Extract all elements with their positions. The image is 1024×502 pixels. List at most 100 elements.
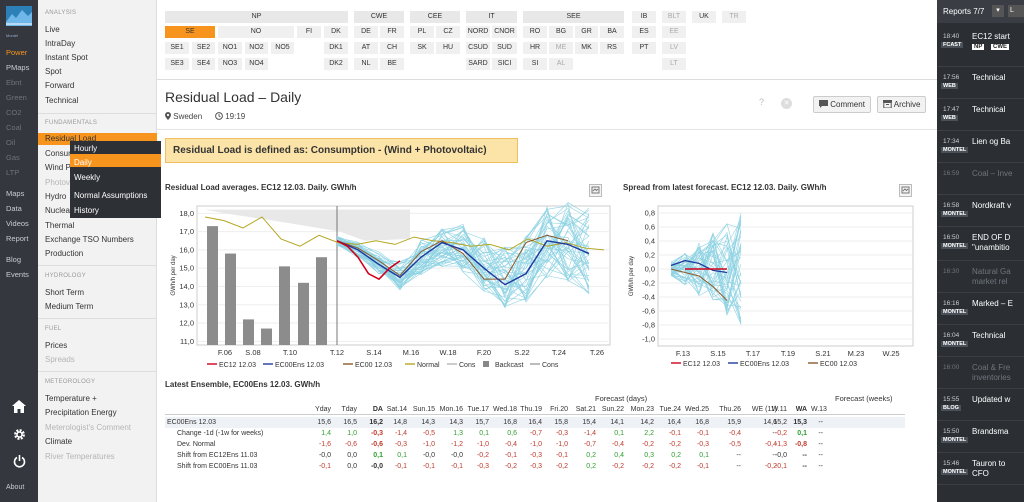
rail-item-videos[interactable]: Videos: [6, 219, 29, 228]
nav-item-meteorologist-comment[interactable]: Meterologist's Comment: [45, 423, 131, 432]
news-item[interactable]: 16:59 Coal – Inve: [937, 163, 1024, 195]
nav-item-forward[interactable]: Forward: [45, 81, 75, 90]
region-ch[interactable]: CH: [380, 42, 404, 54]
region-se2[interactable]: SE2: [192, 42, 215, 54]
region-ba[interactable]: BA: [600, 26, 624, 38]
region-nl[interactable]: NL: [354, 58, 378, 70]
region-csud[interactable]: CSUD: [466, 42, 490, 54]
nav-item-river-temperatures[interactable]: River Temperatures: [45, 452, 115, 461]
region-cnor[interactable]: CNOR: [492, 26, 517, 38]
region-be[interactable]: BE: [380, 58, 404, 70]
rail-item-green[interactable]: Green: [6, 93, 27, 102]
region-pl[interactable]: PL: [410, 26, 434, 38]
rail-item-ltp[interactable]: LTP: [6, 168, 20, 177]
region-fi[interactable]: FI: [297, 26, 321, 38]
region-group-cwe[interactable]: CWE: [354, 11, 404, 23]
region-at[interactable]: AT: [354, 42, 378, 54]
region-no1[interactable]: NO1: [218, 42, 242, 54]
submenu-item-normal-assumptions[interactable]: Normal Assumptions: [74, 191, 148, 200]
rail-item-power[interactable]: Power: [6, 48, 28, 57]
region-sici[interactable]: SICI: [492, 58, 517, 70]
submenu-item-weekly[interactable]: Weekly: [74, 173, 101, 182]
region-no2[interactable]: NO2: [245, 42, 268, 54]
region-no5[interactable]: NO5: [271, 42, 294, 54]
news-item[interactable]: 15:55 BLOG Updated w: [937, 389, 1024, 421]
rail-item-events[interactable]: Events: [6, 270, 29, 279]
nav-item-thermal[interactable]: Thermal: [45, 221, 75, 230]
nav-item-consumption[interactable]: Consumption: [45, 149, 93, 158]
region-se4[interactable]: SE4: [192, 58, 215, 70]
nav-item-instant-spot[interactable]: Instant Spot: [45, 53, 88, 62]
region-es[interactable]: ES: [632, 26, 656, 38]
rail-item-blog[interactable]: Blog: [6, 255, 22, 264]
submenu-item-daily[interactable]: Daily: [74, 158, 92, 167]
region-tr[interactable]: TR: [722, 11, 746, 23]
nav-item-photovoltaic[interactable]: Photovoltaic: [45, 178, 89, 187]
region-mk[interactable]: MK: [575, 42, 598, 54]
nav-item-short-term[interactable]: Short Term: [45, 288, 84, 297]
region-no4[interactable]: NO4: [245, 58, 268, 70]
region-se3[interactable]: SE3: [165, 58, 189, 70]
submenu-item-history[interactable]: History: [74, 206, 99, 215]
nav-item-exchange-tso[interactable]: Exchange TSO Numbers: [45, 235, 134, 244]
region-sard[interactable]: SARD: [466, 58, 490, 70]
region-lv[interactable]: LV: [662, 42, 686, 54]
nav-item-technical[interactable]: Technical: [45, 96, 79, 105]
region-lt[interactable]: LT: [662, 58, 686, 70]
region-no3[interactable]: NO3: [218, 58, 242, 70]
reports-filter-button[interactable]: L: [1008, 5, 1024, 17]
region-me[interactable]: ME: [549, 42, 573, 54]
nav-item-production[interactable]: Production: [45, 249, 84, 258]
news-item[interactable]: 18:40 FCAST EC12 start NP CWE: [937, 26, 1024, 67]
rail-item-pmaps[interactable]: PMaps: [6, 63, 30, 72]
region-se[interactable]: SE: [165, 26, 215, 38]
chart1-download-icon[interactable]: [589, 184, 602, 197]
gear-icon[interactable]: [0, 428, 38, 443]
region-bg[interactable]: BG: [549, 26, 573, 38]
rail-item-co2[interactable]: CO2: [6, 108, 22, 117]
region-cz[interactable]: CZ: [436, 26, 460, 38]
region-no[interactable]: NO: [218, 26, 294, 38]
region-hr[interactable]: HR: [523, 42, 547, 54]
nav-item-hydro[interactable]: Hydro: [45, 192, 67, 201]
news-item[interactable]: 16:30 Natural Ga market rel: [937, 261, 1024, 293]
reports-dropdown-icon[interactable]: ▾: [992, 5, 1004, 17]
nav-item-live[interactable]: Live: [45, 25, 60, 34]
news-item[interactable]: 16:16 MONTEL Marked – E: [937, 293, 1024, 325]
region-dk1[interactable]: DK1: [324, 42, 348, 54]
region-gr[interactable]: GR: [575, 26, 598, 38]
region-se1[interactable]: SE1: [165, 42, 189, 54]
nav-item-prices[interactable]: Prices: [45, 341, 68, 350]
rail-item-data[interactable]: Data: [6, 204, 22, 213]
region-ro[interactable]: RO: [523, 26, 547, 38]
region-si[interactable]: SI: [523, 58, 547, 70]
news-item[interactable]: 15:50 MONTEL Brandsma: [937, 421, 1024, 453]
region-group-cee[interactable]: CEE: [410, 11, 460, 23]
nav-item-precipitation[interactable]: Precipitation Energy: [45, 408, 117, 417]
news-item[interactable]: 16:58 MONTEL Nordkraft v: [937, 195, 1024, 227]
news-item[interactable]: 16:00 Coal & Fre inventories: [937, 357, 1024, 389]
news-item[interactable]: 17:34 MONTEL Lien og Ba: [937, 131, 1024, 163]
nav-item-wind-power[interactable]: Wind Power: [45, 163, 89, 172]
region-blt[interactable]: BLT: [662, 11, 686, 23]
rail-item-coal[interactable]: Coal: [6, 123, 22, 132]
nav-item-residual-load[interactable]: Residual Load: [45, 134, 97, 143]
news-item[interactable]: 16:50 MONTEL END OF D "unambitio: [937, 227, 1024, 261]
rail-item-oil[interactable]: Oil: [6, 138, 16, 147]
close-icon[interactable]: ✕: [781, 98, 792, 109]
region-group-it[interactable]: IT: [466, 11, 517, 23]
region-fr[interactable]: FR: [380, 26, 404, 38]
news-item[interactable]: 17:56 WEB Technical: [937, 67, 1024, 99]
help-icon[interactable]: ?: [758, 97, 764, 107]
news-item[interactable]: 17:47 WEB Technical: [937, 99, 1024, 131]
nav-item-intraday[interactable]: IntraDay: [45, 39, 76, 48]
submenu-item-hourly[interactable]: Hourly: [74, 144, 98, 153]
region-uk[interactable]: UK: [692, 11, 716, 23]
power-icon[interactable]: [0, 455, 38, 470]
comment-button[interactable]: Comment: [813, 96, 871, 113]
rail-about[interactable]: About: [6, 484, 25, 491]
region-ee[interactable]: EE: [662, 26, 686, 38]
nav-item-spreads[interactable]: Spreads: [45, 355, 75, 364]
region-dk[interactable]: DK: [324, 26, 348, 38]
region-ib[interactable]: IB: [632, 11, 656, 23]
